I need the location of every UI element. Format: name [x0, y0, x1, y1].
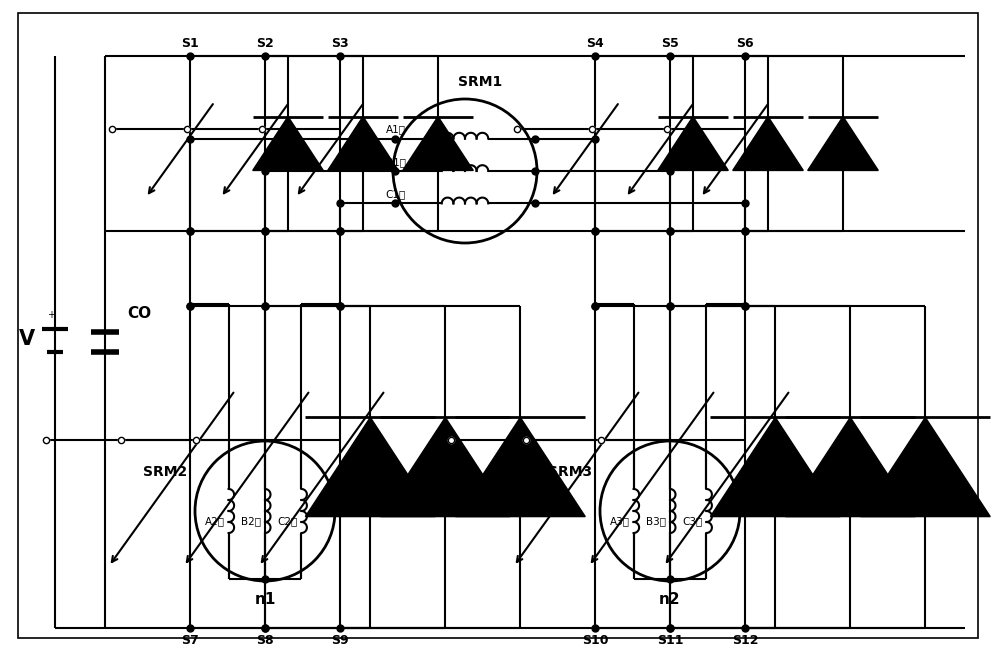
- Text: n2: n2: [659, 592, 681, 607]
- Polygon shape: [328, 116, 398, 171]
- Text: B3相: B3相: [646, 517, 666, 526]
- Polygon shape: [455, 417, 585, 517]
- Polygon shape: [403, 116, 473, 171]
- Text: B2相: B2相: [241, 517, 261, 526]
- Text: C2相: C2相: [277, 517, 297, 526]
- Text: +: +: [47, 310, 55, 320]
- Text: S2: S2: [256, 37, 274, 50]
- Text: S1: S1: [181, 37, 199, 50]
- Polygon shape: [785, 417, 915, 517]
- Text: SRM2: SRM2: [143, 466, 187, 479]
- Text: A1相: A1相: [386, 125, 406, 134]
- Text: V: V: [19, 329, 35, 349]
- Text: B1相: B1相: [386, 157, 406, 167]
- Text: C3相: C3相: [682, 517, 702, 526]
- Polygon shape: [658, 116, 728, 171]
- Text: S12: S12: [732, 634, 758, 646]
- Polygon shape: [305, 417, 435, 517]
- Text: S7: S7: [181, 634, 199, 646]
- Text: SRM3: SRM3: [548, 466, 592, 479]
- Polygon shape: [808, 116, 878, 171]
- Text: S6: S6: [736, 37, 754, 50]
- Text: A3相: A3相: [610, 517, 630, 526]
- Text: n1: n1: [254, 592, 276, 607]
- Text: S9: S9: [331, 634, 349, 646]
- Text: S8: S8: [256, 634, 274, 646]
- Text: S4: S4: [586, 37, 604, 50]
- Text: S10: S10: [582, 634, 608, 646]
- Text: CO: CO: [127, 306, 151, 322]
- Text: S5: S5: [661, 37, 679, 50]
- Polygon shape: [733, 116, 803, 171]
- Polygon shape: [860, 417, 990, 517]
- Polygon shape: [710, 417, 840, 517]
- Text: S3: S3: [331, 37, 349, 50]
- Text: SRM1: SRM1: [458, 75, 502, 89]
- Text: S11: S11: [657, 634, 683, 646]
- Polygon shape: [253, 116, 323, 171]
- Text: A2相: A2相: [205, 517, 225, 526]
- Text: C1相: C1相: [386, 189, 406, 200]
- Polygon shape: [380, 417, 510, 517]
